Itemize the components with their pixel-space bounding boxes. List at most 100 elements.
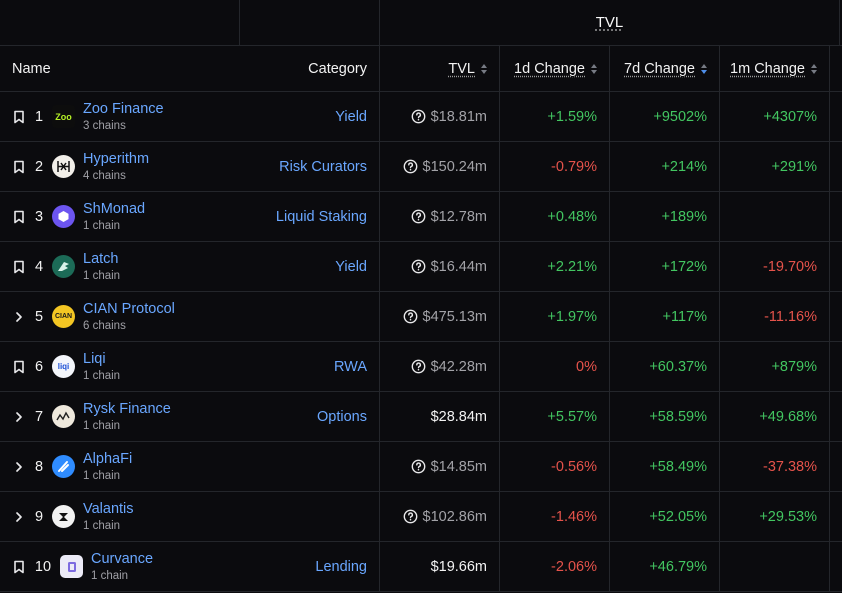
overflow-cell [830, 492, 842, 541]
question-circle-icon[interactable] [403, 309, 418, 324]
column-header-category[interactable]: Category [240, 46, 380, 91]
bookmark-icon[interactable] [12, 209, 26, 225]
column-header-1d-change[interactable]: 1d Change [500, 46, 610, 91]
chain-count: 1 chain [83, 419, 121, 432]
change-1d-cell: +1.59% [500, 92, 610, 141]
question-circle-icon[interactable] [411, 259, 426, 274]
bookmark-icon[interactable] [12, 259, 26, 275]
change-1m-cell: +4307% [720, 92, 830, 141]
name-cell: 5 CIAN CIAN Protocol 6 chains [0, 292, 240, 341]
hyperithm-logo [52, 155, 83, 178]
protocol-name-link[interactable]: Rysk Finance [83, 400, 171, 417]
sort-icon [811, 63, 817, 74]
change-7d-value: +60.37% [649, 358, 707, 375]
change-1m-value: +49.68% [759, 408, 817, 425]
question-circle-icon[interactable] [403, 159, 418, 174]
protocol-info: ShMonad 1 chain [83, 201, 145, 233]
question-circle-icon[interactable] [411, 109, 426, 124]
protocol-name-link[interactable]: Latch [83, 250, 119, 267]
column-header-1m-change[interactable]: 1m Change [720, 46, 830, 91]
change-7d-value: +172% [661, 258, 707, 275]
cian-logo: CIAN [52, 305, 83, 328]
table-row[interactable]: 7 Rysk Finance 1 chain Options $28.84m +… [0, 392, 842, 442]
table-row[interactable]: 5 CIAN CIAN Protocol 6 chains $475.13m +… [0, 292, 842, 342]
column-header-1m-label: 1m Change [730, 60, 805, 77]
category-link[interactable]: Options [317, 408, 367, 425]
protocol-name-link[interactable]: Zoo Finance [83, 100, 164, 117]
protocol-name-link[interactable]: AlphaFi [83, 450, 133, 467]
table-row[interactable]: 2 Hyperithm 4 chains Risk Curators $150.… [0, 142, 842, 192]
name-cell: 1 Zoo Zoo Finance 3 chains [0, 92, 240, 141]
group-header-spacer-category [240, 0, 380, 45]
tvl-value: $150.24m [422, 158, 488, 175]
column-header-name[interactable]: Name [0, 46, 240, 91]
name-cell: 3 ShMonad 1 chain [0, 192, 240, 241]
table-row[interactable]: 9 Valantis 1 chain $102.86m -1.46% +52.0… [0, 492, 842, 542]
category-cell [240, 492, 380, 541]
chevron-right-icon[interactable] [12, 309, 26, 325]
protocol-name-link[interactable]: Curvance [91, 550, 154, 567]
chevron-right-icon[interactable] [12, 459, 26, 475]
column-header-7d-change[interactable]: 7d Change [610, 46, 720, 91]
protocol-name-link[interactable]: CIAN Protocol [83, 300, 175, 317]
protocol-info: Latch 1 chain [83, 251, 120, 283]
table-row[interactable]: 6 liqi Liqi 1 chain RWA $42.28m 0% +60.3… [0, 342, 842, 392]
category-link[interactable]: RWA [333, 358, 367, 375]
column-header-tvl[interactable]: TVL [380, 46, 500, 91]
valantis-logo [52, 505, 83, 528]
change-7d-cell: +46.79% [610, 542, 720, 591]
group-header-spacer-name [0, 0, 240, 45]
category-link[interactable]: Yield [335, 108, 367, 125]
table-row[interactable]: 3 ShMonad 1 chain Liquid Staking $12.78m… [0, 192, 842, 242]
category-cell: Lending [240, 542, 380, 591]
category-link[interactable]: Liquid Staking [275, 208, 367, 225]
change-7d-cell: +189% [610, 192, 720, 241]
bookmark-icon[interactable] [12, 559, 26, 575]
category-link[interactable]: Yield [335, 258, 367, 275]
rank-number: 10 [34, 558, 52, 575]
sort-icon [591, 63, 597, 74]
question-circle-icon[interactable] [411, 459, 426, 474]
bookmark-icon[interactable] [12, 359, 26, 375]
tvl-value: $102.86m [422, 508, 488, 525]
table-row[interactable]: 1 Zoo Zoo Finance 3 chains Yield $18.81m… [0, 92, 842, 142]
tvl-cell: $18.81m [380, 92, 500, 141]
tvl-value: $14.85m [430, 458, 487, 475]
change-1d-cell: +5.57% [500, 392, 610, 441]
change-1m-cell: -11.16% [720, 292, 830, 341]
tvl-cell: $19.66m [380, 542, 500, 591]
question-circle-icon[interactable] [403, 509, 418, 524]
protocol-name-link[interactable]: ShMonad [83, 200, 146, 217]
change-1d-value: +0.48% [547, 208, 597, 225]
protocol-name-link[interactable]: Valantis [83, 500, 134, 517]
latch-logo [52, 255, 83, 278]
change-1d-value: -1.46% [551, 508, 597, 525]
column-header-name-label: Name [12, 60, 51, 77]
name-cell: 8 AlphaFi 1 chain [0, 442, 240, 491]
chain-count: 3 chains [83, 119, 126, 132]
category-cell: Yield [240, 92, 380, 141]
bookmark-icon[interactable] [12, 159, 26, 175]
table-row[interactable]: 8 AlphaFi 1 chain $14.85m -0.56% +58.49%… [0, 442, 842, 492]
category-link[interactable]: Risk Curators [279, 158, 367, 175]
table-row[interactable]: 10 Curvance 1 chain Lending $19.66m -2.0… [0, 542, 842, 592]
tvl-value: $475.13m [422, 308, 488, 325]
zoo-finance-logo: Zoo [52, 105, 83, 128]
category-link[interactable]: Lending [315, 558, 367, 575]
overflow-cell [830, 192, 842, 241]
question-circle-icon[interactable] [411, 209, 426, 224]
chevron-right-icon[interactable] [12, 509, 26, 525]
protocol-name-link[interactable]: Hyperithm [83, 150, 150, 167]
question-circle-icon[interactable] [411, 359, 426, 374]
protocol-name-link[interactable]: Liqi [83, 350, 106, 367]
table-row[interactable]: 4 Latch 1 chain Yield $16.44m +2.21% +17… [0, 242, 842, 292]
column-header-overflow [830, 46, 842, 91]
tvl-cell: $475.13m [380, 292, 500, 341]
chevron-right-icon[interactable] [12, 409, 26, 425]
tvl-cell: $14.85m [380, 442, 500, 491]
protocol-info: CIAN Protocol 6 chains [83, 301, 175, 333]
protocol-info: Zoo Finance 3 chains [83, 101, 164, 133]
bookmark-icon[interactable] [12, 109, 26, 125]
change-1d-value: +1.59% [547, 108, 597, 125]
